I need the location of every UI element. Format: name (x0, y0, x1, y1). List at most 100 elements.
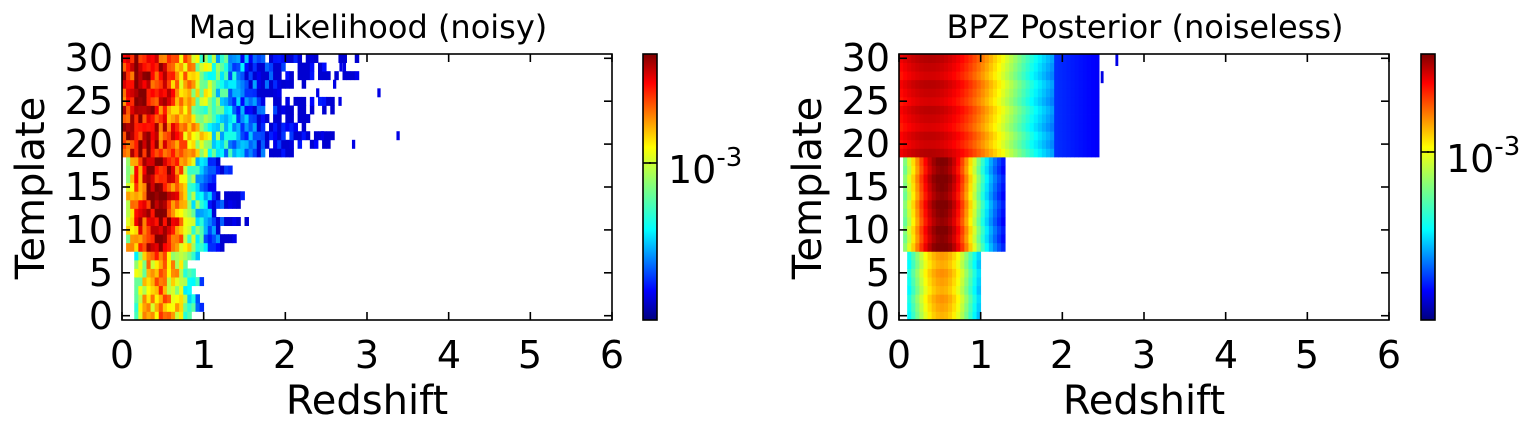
heatmap-cell (1033, 71, 1039, 81)
heatmap-cell (138, 311, 143, 321)
heatmap-cell (1021, 139, 1026, 149)
heatmap-cell (1021, 88, 1026, 98)
heatmap-cell (346, 71, 352, 81)
heatmap-cell (903, 71, 908, 81)
heatmap-cell (138, 217, 143, 227)
heatmap-cell (992, 174, 998, 184)
heatmap-cell (956, 302, 961, 312)
heatmap-cell (899, 131, 904, 141)
heatmap-cell (972, 199, 977, 209)
heatmap-cell (220, 105, 225, 115)
heatmap-cell (154, 234, 160, 244)
heatmap-cell (935, 165, 941, 175)
heatmap-cell (943, 62, 949, 72)
heatmap-cell (252, 96, 258, 106)
heatmap-cell (939, 96, 945, 106)
heatmap-cell (939, 88, 945, 98)
heatmap-cell (183, 105, 188, 115)
heatmap-cell (277, 71, 282, 81)
heatmap-cell (952, 88, 957, 98)
heatmap-cell (179, 174, 184, 184)
heatmap-cell (203, 114, 209, 124)
heatmap-cell (240, 96, 245, 106)
heatmap-cell (927, 148, 933, 158)
heatmap-cell (960, 54, 965, 63)
heatmap-cell (199, 79, 205, 89)
heatmap-cell (134, 139, 139, 149)
heatmap-cell (228, 191, 233, 201)
heatmap-cell (236, 199, 241, 209)
heatmap-cell (956, 234, 961, 244)
heatmap-cell (948, 148, 953, 158)
heatmap-cell (126, 71, 131, 81)
heatmap-cell (1054, 105, 1059, 115)
heatmap-cell (907, 156, 912, 166)
heatmap-cell (126, 208, 131, 218)
heatmap-cell (183, 148, 188, 158)
heatmap-cell (179, 277, 184, 287)
heatmap-cell (220, 242, 225, 252)
heatmap-cell (207, 156, 213, 166)
heatmap-cell (935, 156, 941, 166)
heatmap-cell (923, 139, 928, 149)
heatmap-cell (976, 62, 982, 72)
heatmap-cell (952, 174, 957, 184)
heatmap-cell (911, 268, 916, 278)
heatmap-cell (154, 122, 160, 132)
heatmap-cell (220, 165, 225, 175)
heatmap-cell (1078, 96, 1084, 106)
heatmap-cell (187, 302, 192, 312)
heatmap-cell (1058, 122, 1063, 132)
heatmap-cell (915, 165, 920, 175)
heatmap-cell (1066, 79, 1071, 89)
heatmap-cell (150, 156, 156, 166)
heatmap-cell (273, 88, 278, 98)
heatmap-cell (919, 208, 924, 218)
heatmap-cell (915, 139, 920, 149)
heatmap-cell (224, 88, 229, 98)
heatmap-cell (154, 251, 160, 261)
heatmap-cell (146, 242, 151, 252)
heatmap-cell (1025, 131, 1031, 141)
heatmap-cell (919, 71, 924, 81)
heatmap-cell (1050, 96, 1055, 106)
heatmap-cell (175, 131, 180, 141)
heatmap-cell (146, 139, 151, 149)
heatmap-cell (211, 62, 217, 72)
heatmap-cell (199, 148, 205, 158)
heatmap-cell (1046, 71, 1051, 81)
heatmap-cell (923, 131, 928, 141)
heatmap-cell (154, 131, 160, 141)
heatmap-cell (175, 71, 180, 81)
heatmap-cell (939, 62, 945, 72)
heatmap-cell (142, 139, 147, 149)
heatmap-cell (244, 122, 249, 132)
heatmap-cell (927, 268, 933, 278)
heatmap-cell (154, 277, 160, 287)
heatmap-cell (1037, 62, 1043, 72)
heatmap-cell (162, 311, 168, 321)
heatmap-cell (919, 234, 924, 244)
heatmap-cell (915, 217, 920, 227)
heatmap-cell (911, 54, 916, 63)
heatmap-cell (244, 62, 249, 72)
heatmap-cell (191, 62, 196, 72)
x-tick-label: 4 (1214, 333, 1238, 377)
heatmap-cell (1070, 139, 1075, 149)
heatmap-cell (1082, 62, 1088, 72)
heatmap-cell (1017, 122, 1022, 132)
heatmap-cell (952, 96, 957, 106)
heatmap-cell (907, 251, 912, 261)
heatmap-cell (162, 217, 168, 227)
heatmap-cell (948, 131, 953, 141)
heatmap-cell (915, 156, 920, 166)
heatmap-cell (220, 62, 225, 72)
heatmap-cell (224, 96, 229, 106)
heatmap-cell (952, 156, 957, 166)
heatmap-cell (277, 54, 282, 63)
heatmap-cell (964, 208, 969, 218)
heatmap-cell (244, 71, 249, 81)
heatmap-cell (175, 62, 180, 72)
heatmap-cell (199, 105, 205, 115)
heatmap-cell (960, 277, 965, 287)
